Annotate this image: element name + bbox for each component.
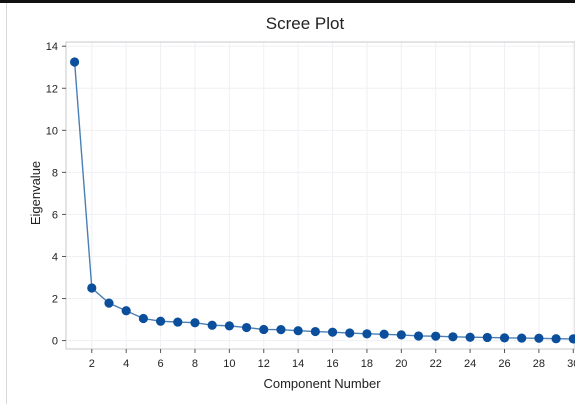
data-point [241, 322, 252, 333]
y-tick-label: 6 [52, 209, 58, 221]
data-point [327, 327, 338, 337]
chart-title: Scree Plot [266, 14, 345, 33]
data-point [534, 333, 544, 343]
data-point [551, 334, 561, 344]
x-tick-label: 20 [395, 358, 407, 370]
x-axis-ticks: 24681012141618202224262830 [89, 349, 575, 370]
x-tick-label: 2 [89, 358, 95, 370]
data-point [413, 331, 424, 341]
data-point [499, 333, 510, 343]
data-point [310, 326, 320, 337]
data-point [207, 320, 217, 330]
data-point [69, 57, 80, 67]
x-tick-label: 26 [498, 358, 510, 370]
data-point [517, 333, 527, 343]
data-point [568, 334, 575, 344]
x-tick-label: 30 [567, 358, 575, 370]
grid [66, 42, 575, 349]
y-tick-label: 12 [46, 83, 58, 95]
x-tick-label: 16 [326, 358, 338, 370]
x-tick-label: 12 [258, 358, 270, 370]
x-axis-label: Component Number [263, 376, 381, 391]
x-tick-label: 22 [430, 358, 442, 370]
data-point [104, 298, 114, 308]
data-point [379, 329, 389, 339]
x-tick-label: 4 [123, 358, 129, 370]
data-point [482, 332, 492, 343]
x-tick-label: 28 [533, 358, 545, 370]
data-point [121, 306, 131, 316]
data-point [276, 325, 286, 335]
plot-frame [65, 41, 575, 350]
y-tick-label: 14 [46, 41, 58, 53]
data-point [345, 328, 355, 338]
y-tick-label: 0 [52, 336, 58, 348]
x-tick-label: 14 [292, 358, 304, 370]
y-tick-label: 10 [46, 125, 58, 137]
x-tick-label: 8 [192, 358, 198, 370]
data-point [448, 332, 458, 342]
data-point [173, 317, 183, 327]
top-border [0, 0, 575, 3]
data-points [69, 57, 575, 344]
y-tick-label: 8 [52, 167, 58, 179]
x-tick-label: 10 [223, 358, 235, 370]
y-tick-label: 2 [52, 294, 58, 306]
y-axis-label: Eigenvalue [28, 161, 43, 225]
series-line [73, 61, 574, 340]
data-point [431, 331, 441, 341]
x-tick-label: 18 [361, 358, 373, 370]
data-point [465, 332, 475, 342]
left-border [6, 3, 7, 404]
data-point [155, 316, 166, 326]
data-point [259, 324, 269, 335]
x-tick-label: 6 [158, 358, 164, 370]
data-point [87, 283, 97, 293]
data-point [224, 321, 234, 331]
y-tick-label: 4 [52, 251, 58, 263]
data-point [362, 329, 372, 339]
data-point [190, 318, 200, 328]
y-axis-ticks: 0 2 4 6 8 10 12 14 [46, 41, 66, 348]
data-point [396, 330, 406, 340]
data-point [138, 313, 148, 324]
data-point [293, 326, 303, 336]
x-tick-label: 24 [464, 358, 476, 370]
